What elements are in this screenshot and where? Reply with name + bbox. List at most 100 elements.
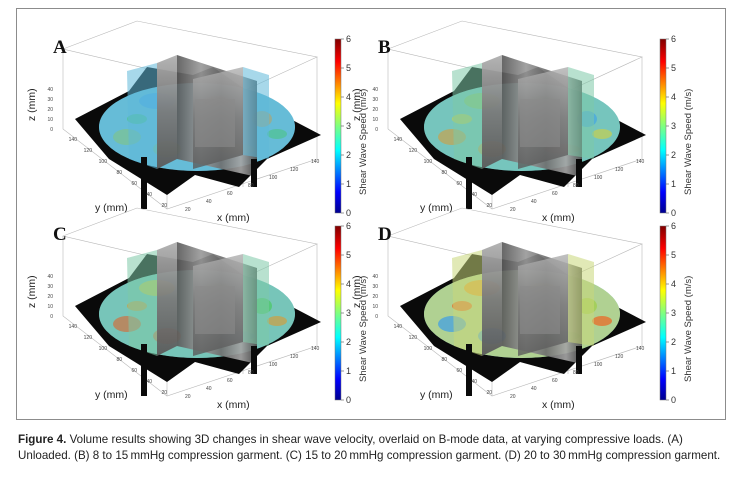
colorbar-tick-label: 2 <box>346 150 351 160</box>
y-tick-label: 60 <box>456 181 462 187</box>
plane-stem-left <box>141 344 147 396</box>
z-axis-label: z (mm) <box>26 88 38 121</box>
x-tick-label: 20 <box>185 207 191 213</box>
y-tick-label: 100 <box>424 159 433 165</box>
panel-letter: B <box>378 37 391 58</box>
colorbar-tick-label: 0 <box>346 208 351 218</box>
x-tick-label: 100 <box>594 175 603 181</box>
slice-left <box>482 55 502 169</box>
colorbar-label: Shear Wave Speed (m/s) <box>358 89 369 195</box>
z-tick-label: 0 <box>375 127 378 133</box>
colorbar-tick-label: 5 <box>346 250 351 260</box>
z-tick-label: 0 <box>375 314 378 320</box>
slice-tint-left <box>452 63 482 169</box>
x-tick-label: 40 <box>206 386 212 392</box>
z-tick-label: 10 <box>47 304 53 310</box>
colorbar-tick-label: 1 <box>346 366 351 376</box>
slice-tint-right <box>243 67 269 159</box>
panel-letter: C <box>53 224 67 245</box>
x-tick-label: 120 <box>615 354 624 360</box>
colorbar-tick-label: 1 <box>346 179 351 189</box>
plane-stem-left <box>466 344 472 396</box>
z-tick-label: 0 <box>50 127 53 133</box>
y-tick-label: 140 <box>69 324 78 330</box>
z-tick-label: 10 <box>372 304 378 310</box>
plane-stem-right <box>576 159 582 187</box>
colorbar-tick-label: 3 <box>346 121 351 131</box>
z-tick-label: 40 <box>47 274 53 280</box>
slice-tint-right <box>568 67 594 159</box>
x-tick-label: 40 <box>206 199 212 205</box>
x-tick-label: 40 <box>531 386 537 392</box>
slice-tint-left <box>127 63 157 169</box>
x-tick-label: 20 <box>510 207 516 213</box>
colorbar-tick-label: 3 <box>671 121 676 131</box>
y-tick-label: 120 <box>84 335 93 341</box>
x-tick-label: 60 <box>227 191 233 197</box>
x-axis-label: x (mm) <box>542 399 575 411</box>
y-axis-label: y (mm) <box>95 389 128 401</box>
panel-letter: A <box>53 37 67 58</box>
slice-left <box>482 242 502 356</box>
z-tick-label: 30 <box>372 284 378 290</box>
x-tick-label: 120 <box>290 354 299 360</box>
x-tick-label: 60 <box>552 378 558 384</box>
x-tick-label: 140 <box>636 159 645 165</box>
x-tick-label: 80 <box>573 183 579 189</box>
x-tick-label: 80 <box>248 183 254 189</box>
slice-left <box>157 55 177 169</box>
colorbar-tick-label: 6 <box>671 221 676 231</box>
colorbar-label: Shear Wave Speed (m/s) <box>683 276 694 382</box>
swv-patch <box>267 316 287 326</box>
x-tick-label: 120 <box>615 167 624 173</box>
y-axis-label: y (mm) <box>420 389 453 401</box>
x-axis-label: x (mm) <box>542 212 575 224</box>
colorbar <box>659 38 667 214</box>
y-axis-label: y (mm) <box>95 202 128 214</box>
figure-frame: A 40 30 20 10 0 z (mm) 140 120 100 80 60 40 20 y (mm) 2… <box>16 8 726 420</box>
y-tick-label: 60 <box>131 368 137 374</box>
y-tick-label: 40 <box>146 192 152 198</box>
x-tick-label: 100 <box>594 362 603 368</box>
x-tick-label: 20 <box>510 394 516 400</box>
y-tick-label: 140 <box>394 324 403 330</box>
colorbar-label: Shear Wave Speed (m/s) <box>358 276 369 382</box>
z-tick-label: 20 <box>372 107 378 113</box>
y-tick-label: 100 <box>424 346 433 352</box>
plane-stem-left <box>141 157 147 209</box>
caption-text: Volume results showing 3D changes in she… <box>18 433 721 462</box>
colorbar-tick-label: 3 <box>346 308 351 318</box>
colorbar-tick-label: 6 <box>671 34 676 44</box>
swv-patch <box>592 129 612 139</box>
z-tick-label: 20 <box>372 294 378 300</box>
colorbar <box>334 38 342 214</box>
slice-tint-right <box>243 254 269 346</box>
colorbar-tick-label: 6 <box>346 34 351 44</box>
colorbar-tick-label: 5 <box>346 63 351 73</box>
colorbar-tick-label: 0 <box>671 208 676 218</box>
y-tick-label: 120 <box>409 335 418 341</box>
x-tick-label: 60 <box>227 378 233 384</box>
colorbar-tick-label: 0 <box>346 395 351 405</box>
y-tick-label: 60 <box>456 368 462 374</box>
x-tick-label: 100 <box>269 175 278 181</box>
colorbar-tick-label: 5 <box>671 250 676 260</box>
panel-letter: D <box>378 224 392 245</box>
z-tick-label: 30 <box>47 97 53 103</box>
plane-stem-right <box>251 159 257 187</box>
y-tick-label: 40 <box>471 192 477 198</box>
tissue-core <box>520 286 560 334</box>
colorbar-tick-label: 6 <box>346 221 351 231</box>
colorbar-tick-label: 4 <box>671 279 676 289</box>
colorbar-tick-label: 2 <box>671 337 676 347</box>
caption-label: Figure 4. <box>18 433 67 446</box>
x-tick-label: 20 <box>185 394 191 400</box>
x-tick-label: 80 <box>248 370 254 376</box>
x-tick-label: 40 <box>531 199 537 205</box>
z-tick-label: 10 <box>372 117 378 123</box>
slice-tint-right <box>568 254 594 346</box>
z-tick-label: 40 <box>372 87 378 93</box>
x-tick-label: 140 <box>311 159 320 165</box>
z-tick-label: 20 <box>47 107 53 113</box>
